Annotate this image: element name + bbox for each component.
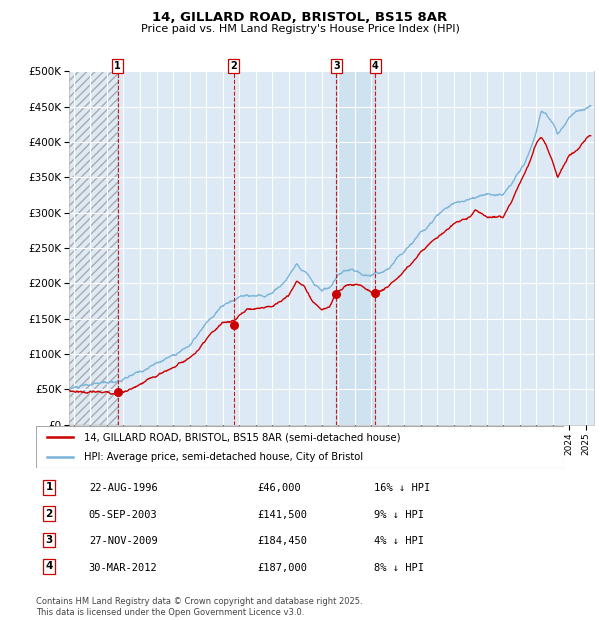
Text: Price paid vs. HM Land Registry's House Price Index (HPI): Price paid vs. HM Land Registry's House … [140, 24, 460, 33]
Text: 9% ↓ HPI: 9% ↓ HPI [374, 510, 424, 520]
Point [370, 288, 380, 298]
Text: 14, GILLARD ROAD, BRISTOL, BS15 8AR: 14, GILLARD ROAD, BRISTOL, BS15 8AR [152, 11, 448, 24]
Text: 1: 1 [46, 482, 53, 492]
Text: 4: 4 [372, 61, 379, 71]
Point [332, 290, 341, 299]
Text: 30-MAR-2012: 30-MAR-2012 [89, 562, 158, 572]
Text: £141,500: £141,500 [258, 510, 308, 520]
Text: 4: 4 [46, 561, 53, 572]
Text: 22-AUG-1996: 22-AUG-1996 [89, 484, 158, 494]
Bar [69, 71, 118, 425]
Text: HPI: Average price, semi-detached house, City of Bristol: HPI: Average price, semi-detached house,… [83, 452, 362, 462]
Text: 27-NOV-2009: 27-NOV-2009 [89, 536, 158, 546]
Text: 3: 3 [46, 535, 53, 545]
Text: 2: 2 [46, 508, 53, 519]
Text: 05-SEP-2003: 05-SEP-2003 [89, 510, 158, 520]
Text: 14, GILLARD ROAD, BRISTOL, BS15 8AR (semi-detached house): 14, GILLARD ROAD, BRISTOL, BS15 8AR (sem… [83, 432, 400, 442]
Text: 8% ↓ HPI: 8% ↓ HPI [374, 562, 424, 572]
Text: 4% ↓ HPI: 4% ↓ HPI [374, 536, 424, 546]
Text: £184,450: £184,450 [258, 536, 308, 546]
Text: £46,000: £46,000 [258, 484, 302, 494]
Bar [337, 71, 375, 425]
Point [229, 320, 239, 330]
Text: 16% ↓ HPI: 16% ↓ HPI [374, 484, 430, 494]
Text: 3: 3 [333, 61, 340, 71]
Text: 2: 2 [230, 61, 237, 71]
Text: £187,000: £187,000 [258, 562, 308, 572]
Text: Contains HM Land Registry data © Crown copyright and database right 2025.
This d: Contains HM Land Registry data © Crown c… [36, 598, 362, 617]
Text: 1: 1 [114, 61, 121, 71]
Point [113, 388, 122, 397]
